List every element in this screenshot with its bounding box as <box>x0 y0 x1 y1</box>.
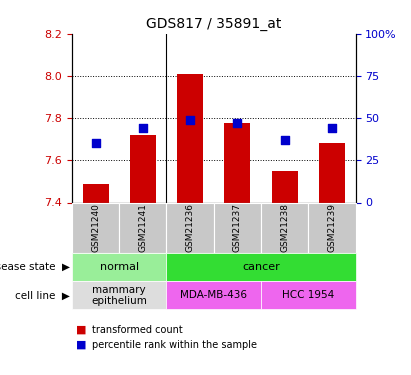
Point <box>92 141 99 147</box>
Text: disease state  ▶: disease state ▶ <box>0 262 70 272</box>
Text: mammary
epithelium: mammary epithelium <box>91 285 147 306</box>
Text: transformed count: transformed count <box>92 325 183 335</box>
Point <box>234 120 241 126</box>
Text: cancer: cancer <box>242 262 280 272</box>
Bar <box>224 123 250 202</box>
Point <box>187 117 193 123</box>
Bar <box>319 144 345 202</box>
Point <box>281 137 288 143</box>
Text: GSM21238: GSM21238 <box>280 203 289 252</box>
Text: HCC 1954: HCC 1954 <box>282 290 335 300</box>
Point <box>328 125 335 131</box>
Text: GSM21239: GSM21239 <box>328 203 336 252</box>
Text: GSM21237: GSM21237 <box>233 203 242 252</box>
Text: cell line  ▶: cell line ▶ <box>15 290 70 300</box>
Text: GSM21236: GSM21236 <box>186 203 194 252</box>
Point <box>139 125 146 131</box>
Bar <box>130 135 156 202</box>
Bar <box>272 171 298 202</box>
Text: normal: normal <box>99 262 139 272</box>
Bar <box>177 74 203 202</box>
Text: MDA-MB-436: MDA-MB-436 <box>180 290 247 300</box>
Text: GSM21241: GSM21241 <box>139 203 147 252</box>
Title: GDS817 / 35891_at: GDS817 / 35891_at <box>146 17 282 32</box>
Text: percentile rank within the sample: percentile rank within the sample <box>92 340 257 350</box>
Text: GSM21240: GSM21240 <box>91 203 100 252</box>
Text: ■: ■ <box>76 325 87 335</box>
Bar <box>83 183 109 203</box>
Text: ■: ■ <box>76 340 87 350</box>
